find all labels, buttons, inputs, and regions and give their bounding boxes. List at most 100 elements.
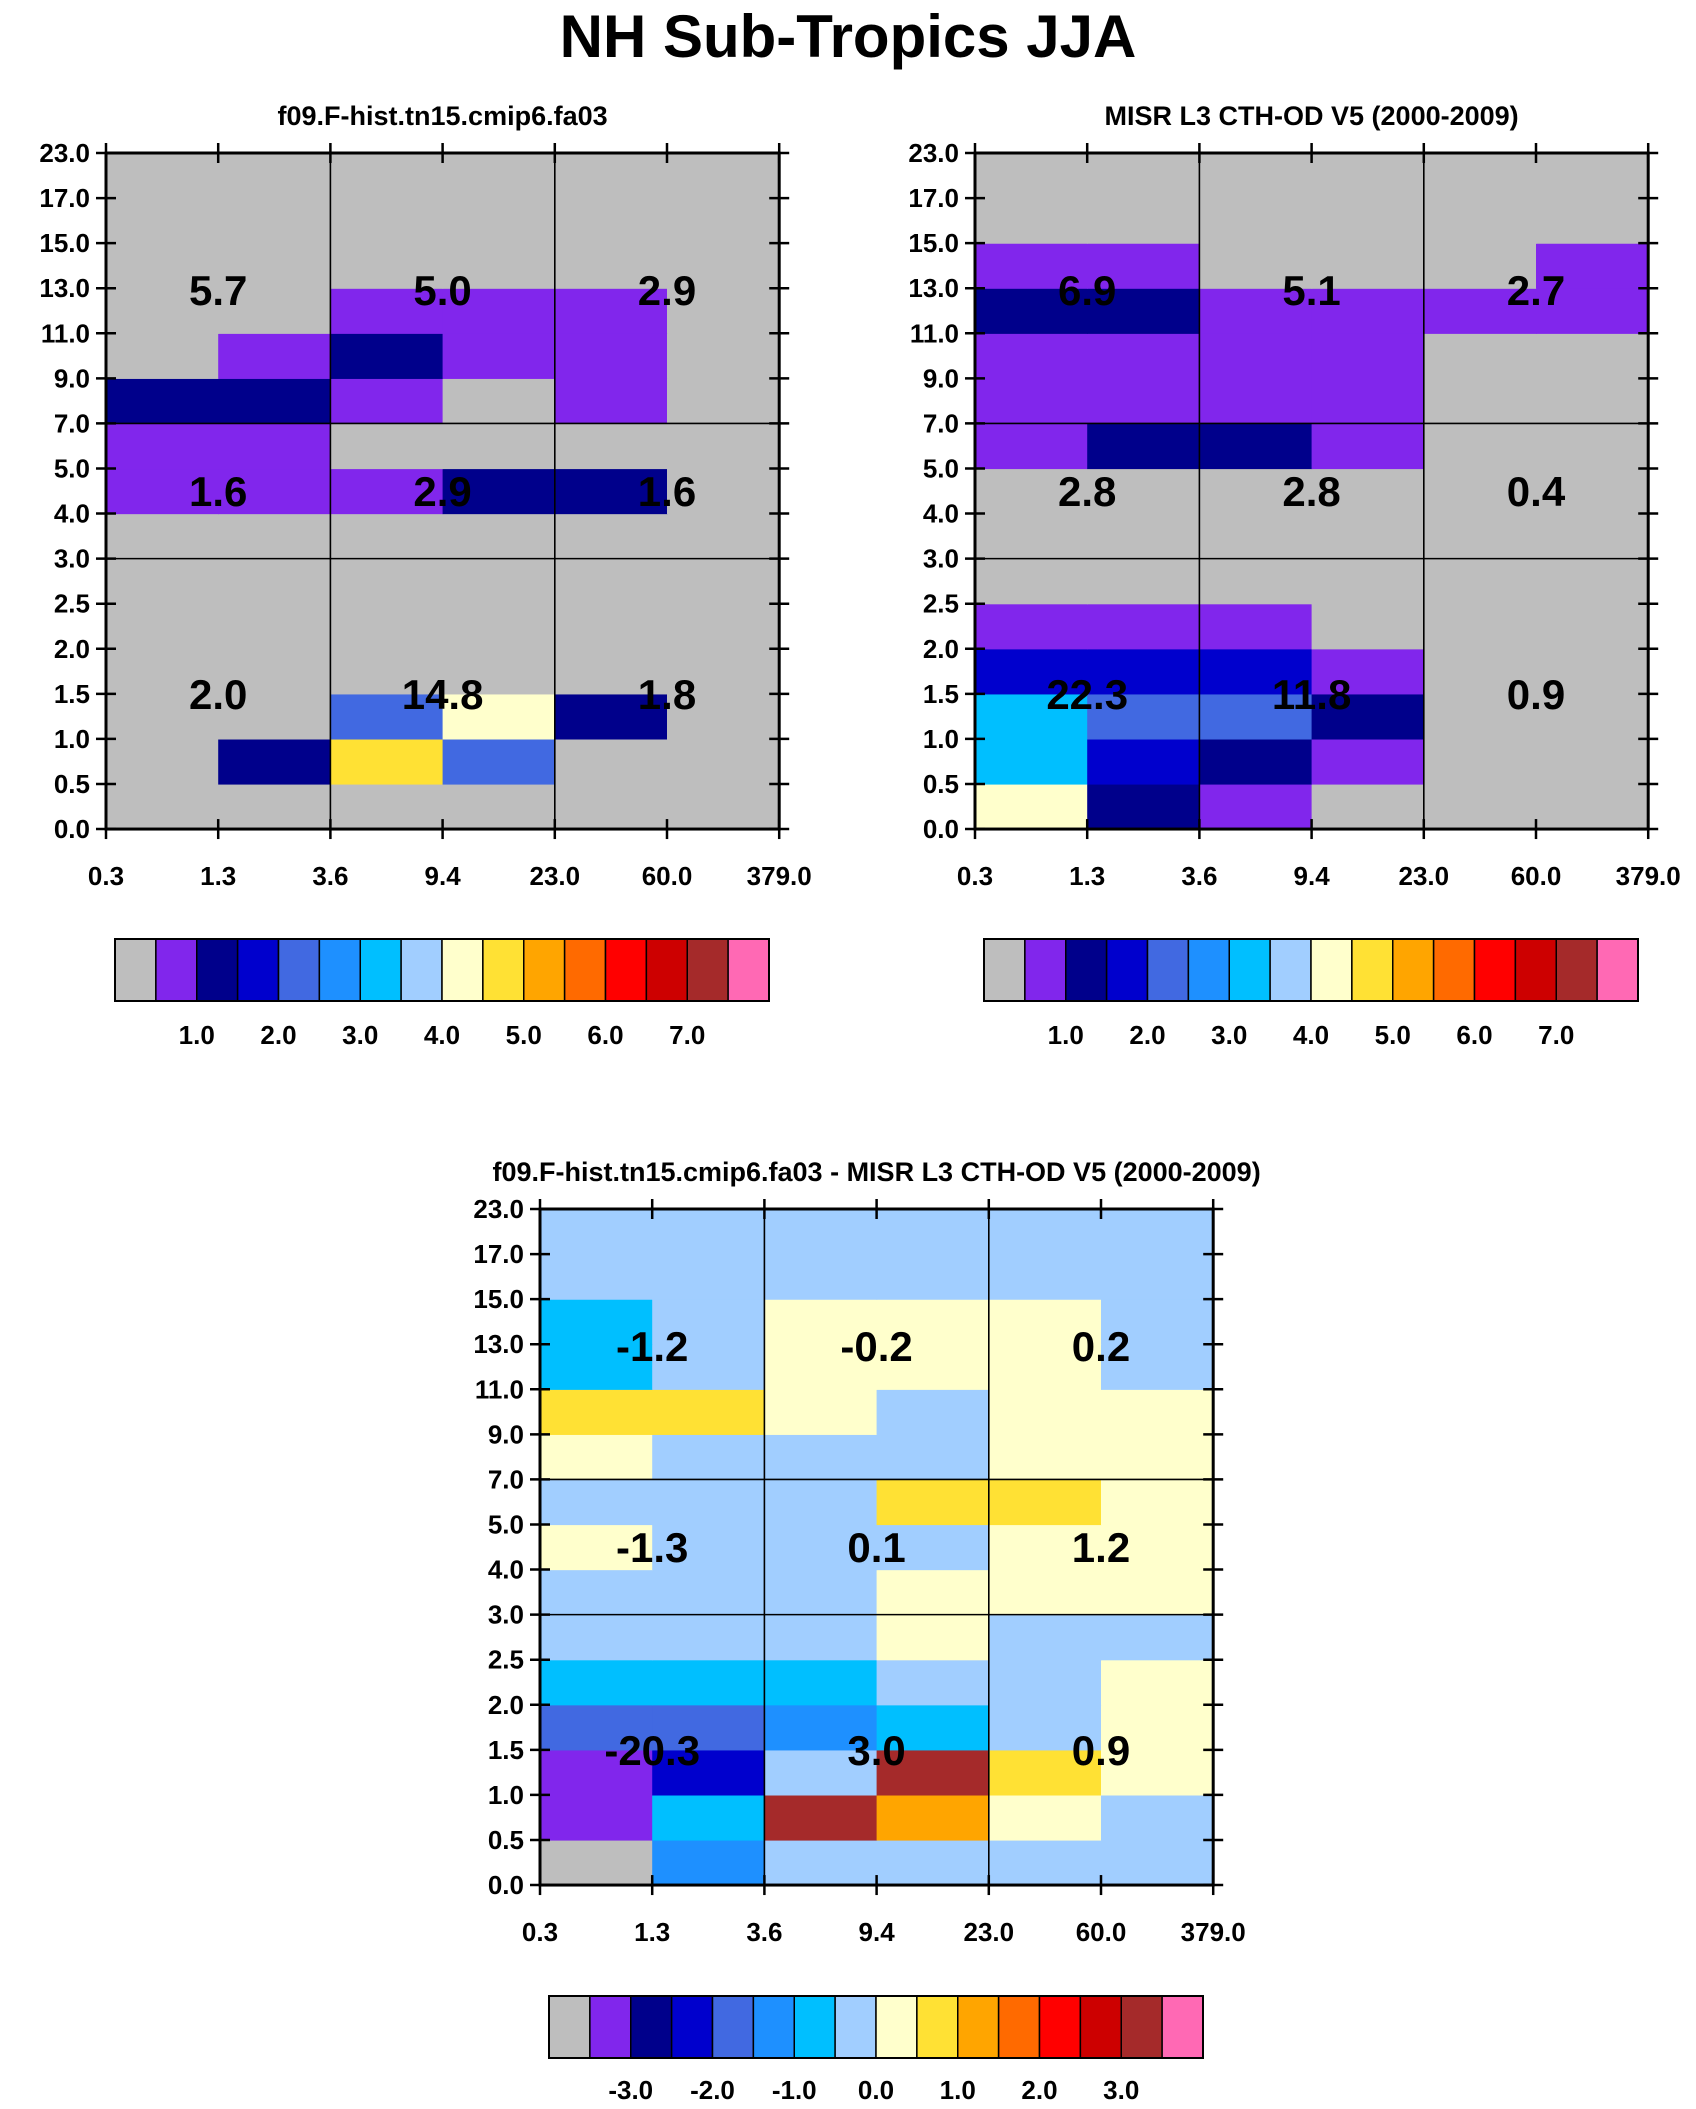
obs-cell xyxy=(975,243,1088,289)
model-cell xyxy=(106,513,219,560)
model-cell xyxy=(442,738,556,785)
diff-cell xyxy=(1101,1344,1214,1390)
model-cell xyxy=(218,693,331,740)
diff-cell xyxy=(652,1209,765,1300)
obs-cell xyxy=(975,333,1088,379)
cell-group-total: 1.2 xyxy=(1072,1524,1130,1571)
obs-cell xyxy=(1087,693,1200,740)
y-tick-label: 0.0 xyxy=(54,814,90,844)
model-cell xyxy=(330,468,444,515)
y-tick-label: 1.0 xyxy=(54,724,90,754)
diff-cell xyxy=(764,1569,878,1616)
y-tick-label: 4.0 xyxy=(923,499,959,529)
y-tick-label: 2.5 xyxy=(488,1645,524,1675)
y-tick-label: 1.5 xyxy=(488,1735,524,1765)
obs-cell xyxy=(1087,333,1200,379)
y-tick-label: 4.0 xyxy=(54,499,90,529)
diff-cell xyxy=(876,1209,990,1300)
y-tick-label: 23.0 xyxy=(39,138,90,168)
obs-cell xyxy=(1423,153,1537,244)
cell-group-total: 2.9 xyxy=(413,468,471,515)
diff-cell xyxy=(988,1614,1102,1661)
diff-cell xyxy=(764,1299,878,1345)
obs-cell xyxy=(1311,693,1425,740)
diff-cell xyxy=(988,1569,1102,1616)
diff-cell xyxy=(540,1299,653,1345)
colorbar-label: -3.0 xyxy=(608,2075,653,2105)
x-tick-label: 3.6 xyxy=(1181,861,1217,891)
obs-cell xyxy=(1423,783,1537,830)
cell-group-total: -1.2 xyxy=(616,1323,688,1370)
obs-cell xyxy=(1311,648,1425,695)
colorbar-swatch xyxy=(548,1995,591,2059)
colorbar-label: 3.0 xyxy=(1211,1020,1247,1050)
colorbar-label: 1.0 xyxy=(940,2075,976,2105)
model-cell xyxy=(554,333,668,379)
y-tick-label: 5.0 xyxy=(54,453,90,483)
model-cell xyxy=(554,603,668,650)
diff-cell xyxy=(1101,1299,1214,1345)
model-cell xyxy=(442,558,556,605)
diff-cell xyxy=(652,1749,765,1796)
y-tick-label: 7.0 xyxy=(488,1464,524,1494)
colorbar-label: 6.0 xyxy=(587,1020,623,1050)
model-cell xyxy=(667,423,780,470)
diff-cell xyxy=(1101,1389,1214,1435)
x-tick-label: 23.0 xyxy=(1398,861,1449,891)
model-cell xyxy=(106,468,219,515)
model-cell xyxy=(106,693,219,740)
model-cell xyxy=(106,378,219,425)
y-tick-label: 1.0 xyxy=(923,724,959,754)
y-tick-label: 4.0 xyxy=(488,1555,524,1585)
diff-cell xyxy=(988,1839,1102,1886)
colorbar-swatch xyxy=(1432,938,1476,1002)
diff-cell xyxy=(540,1839,653,1886)
model-cell xyxy=(554,558,668,605)
model-cell xyxy=(554,693,668,740)
model-cell xyxy=(667,468,780,515)
model-cell xyxy=(442,648,556,695)
diff-cell xyxy=(988,1749,1102,1796)
model-cell xyxy=(667,738,780,785)
diff-cell xyxy=(1101,1749,1214,1796)
colorbar-swatch xyxy=(793,1995,836,2059)
x-tick-label: 379.0 xyxy=(747,861,812,891)
colorbar-label: 4.0 xyxy=(424,1020,460,1050)
colorbar-swatch xyxy=(997,1995,1041,2059)
x-tick-label: 9.4 xyxy=(1294,861,1331,891)
obs-cell xyxy=(1087,468,1200,515)
y-tick-label: 7.0 xyxy=(923,408,959,438)
colorbar-swatch xyxy=(1392,938,1435,1002)
cell-group-total: 14.8 xyxy=(402,671,484,718)
diff-cell xyxy=(764,1479,878,1526)
obs-cell xyxy=(1087,153,1200,244)
obs-cell xyxy=(1087,513,1200,560)
x-tick-label: 379.0 xyxy=(1181,1917,1246,1947)
colorbar-frame xyxy=(983,938,1639,1002)
colorbar-swatch xyxy=(1105,938,1149,1002)
y-tick-label: 17.0 xyxy=(473,1239,524,1269)
y-tick-label: 11.0 xyxy=(41,318,90,348)
model-cell xyxy=(554,153,668,289)
y-tick-label: 5.0 xyxy=(923,453,959,483)
obs-cell xyxy=(1199,333,1313,379)
model-cell xyxy=(554,783,668,830)
x-tick-label: 1.3 xyxy=(634,1917,670,1947)
model-cell xyxy=(554,648,668,695)
obs-cell xyxy=(1423,558,1537,605)
colorbar-frame xyxy=(548,1995,1204,2059)
model-cell xyxy=(218,558,331,605)
model-cell xyxy=(218,738,331,785)
obs-cell xyxy=(1423,738,1537,785)
diff-cell xyxy=(988,1299,1102,1345)
x-tick-label: 3.6 xyxy=(746,1917,782,1947)
model-cell xyxy=(106,558,219,605)
obs-cell xyxy=(1423,378,1537,425)
obs-cell xyxy=(1536,468,1649,515)
obs-cell xyxy=(1536,738,1649,785)
cell-group-total: 0.4 xyxy=(1507,468,1566,515)
model-cell xyxy=(667,288,780,334)
colorbar-swatch xyxy=(1120,1995,1163,2059)
model-cell xyxy=(218,783,331,830)
diff-cell xyxy=(540,1389,653,1435)
